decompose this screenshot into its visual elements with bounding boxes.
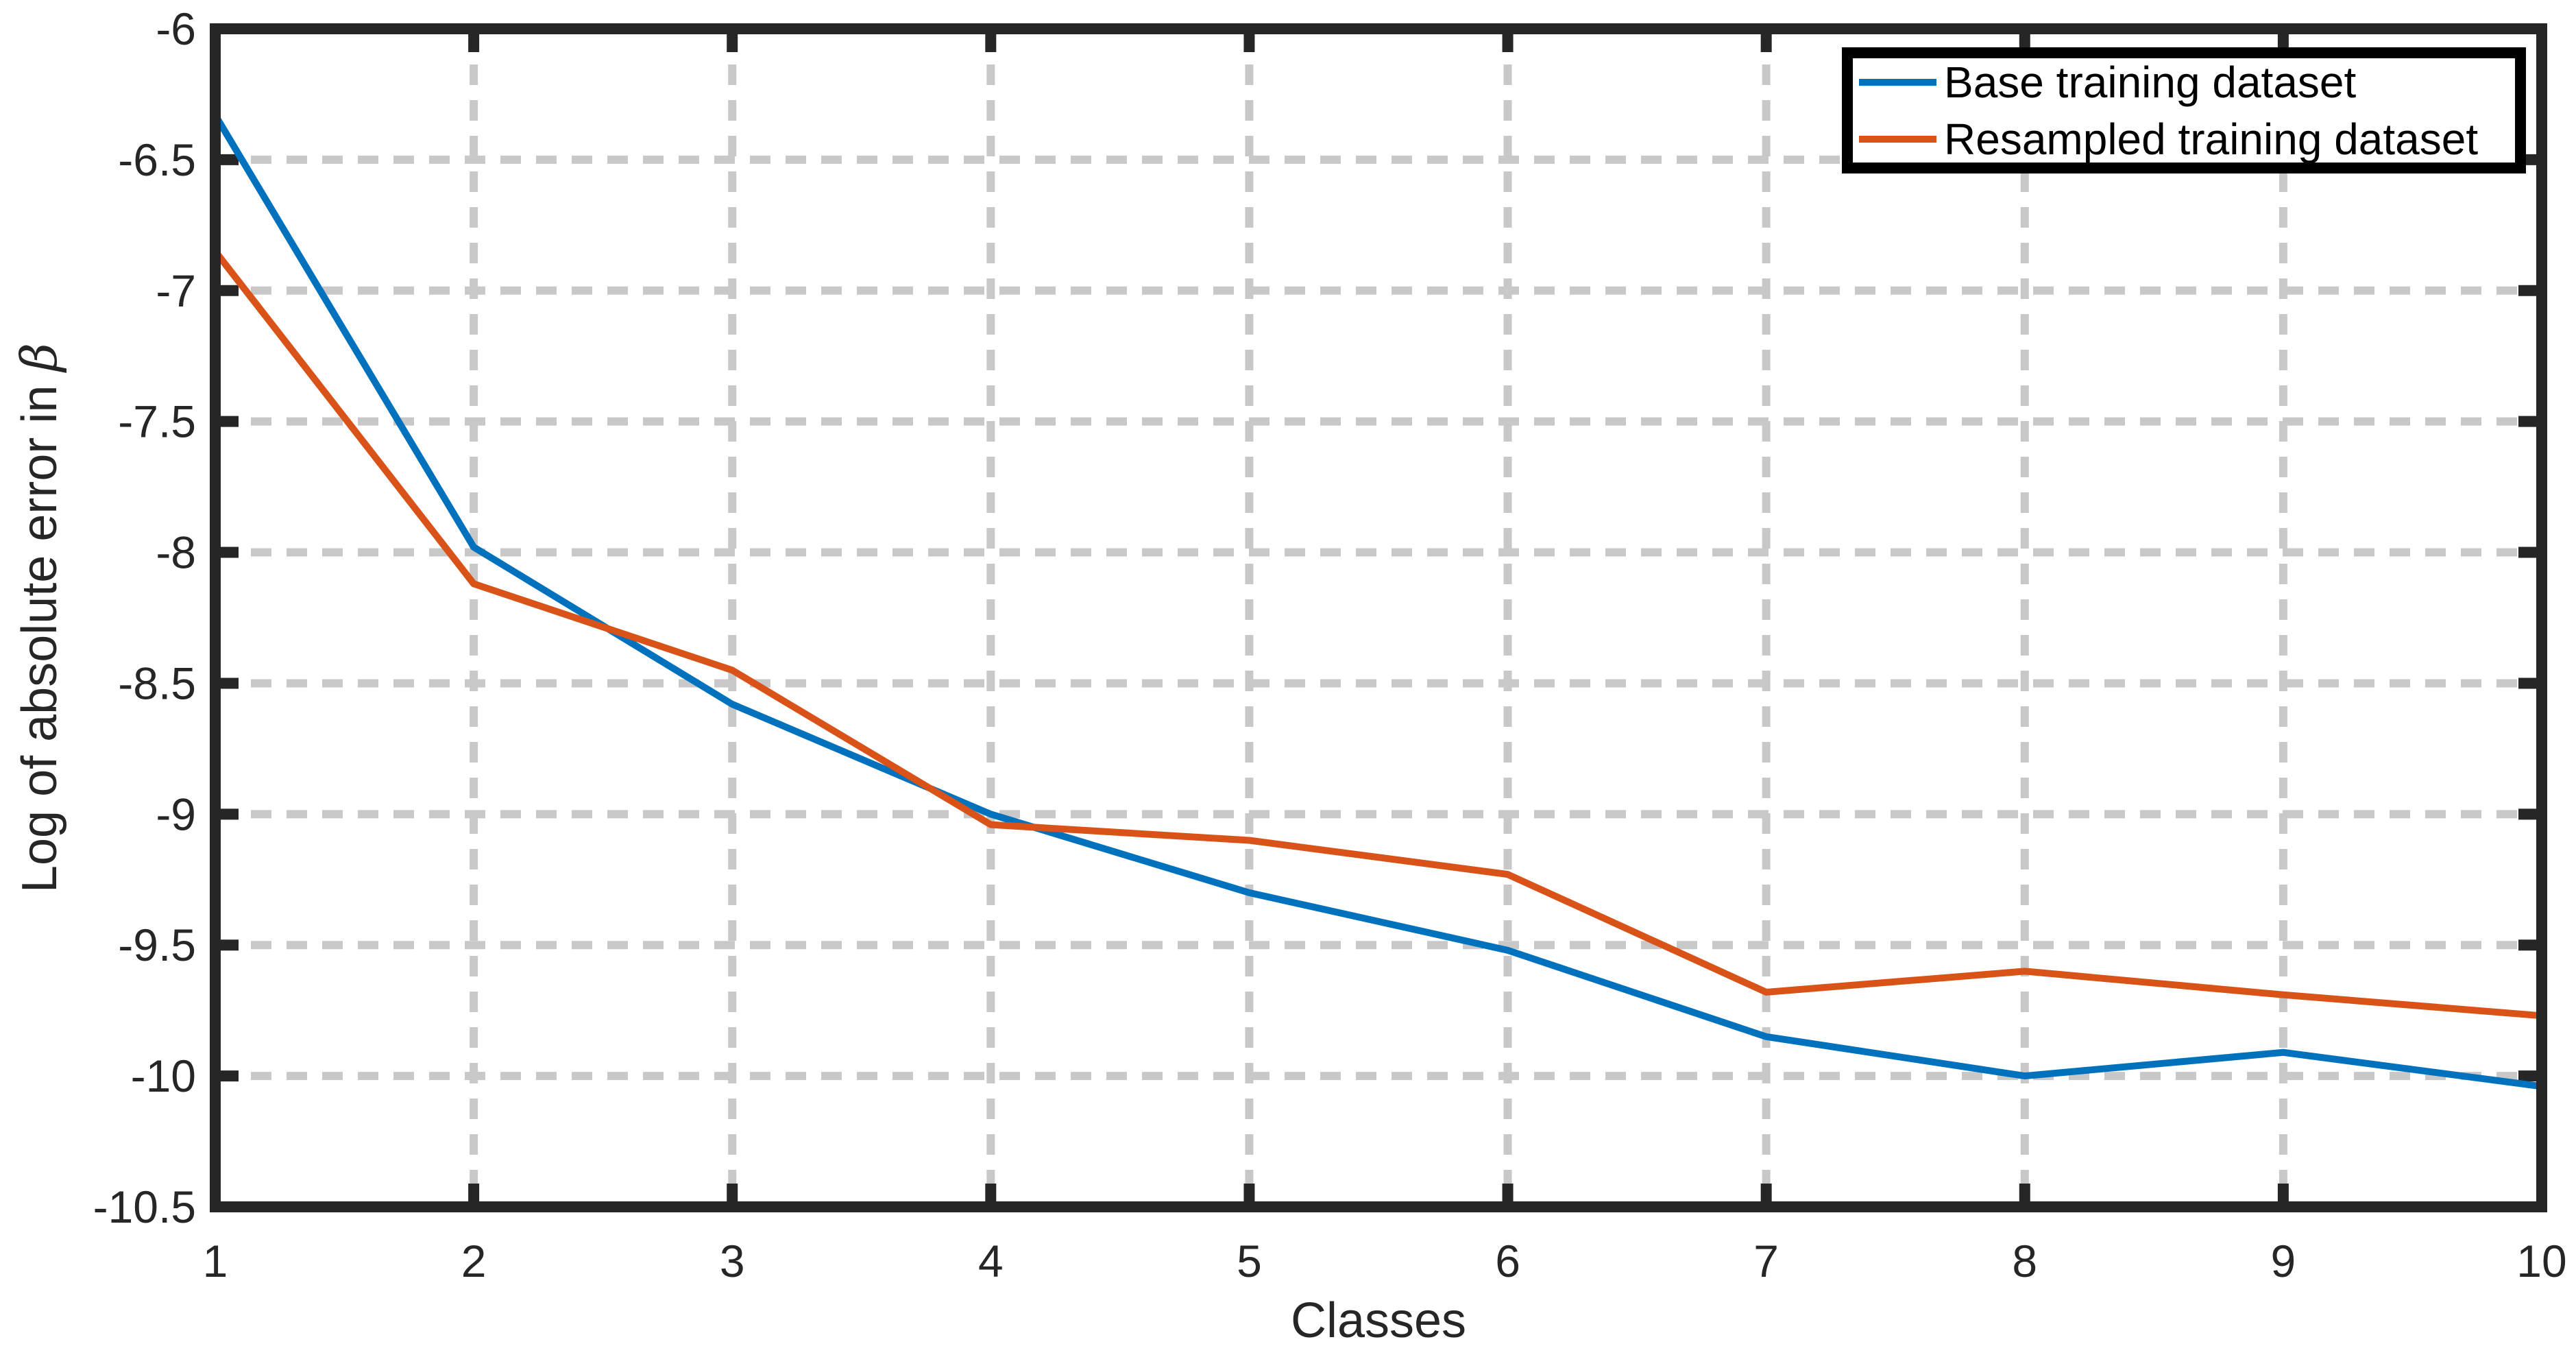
y-tick-label: -10.5 — [93, 1181, 196, 1232]
x-tick-label: 2 — [461, 1236, 487, 1286]
y-axis-title-symbol: β — [10, 343, 68, 374]
y-tick-label: -10 — [131, 1051, 196, 1101]
legend-label-resampled: Resampled training dataset — [1944, 115, 2478, 164]
y-tick-label: -7.5 — [118, 396, 196, 447]
plot-frame — [210, 23, 2547, 1212]
y-tick-label: -6 — [156, 3, 196, 54]
series-line-resampled — [212, 249, 2542, 1020]
y-tick-label: -9.5 — [118, 920, 196, 970]
x-tick-labels: 1 2 3 4 5 6 7 8 9 10 — [203, 1236, 2567, 1286]
y-tick-labels: -6 -6.5 -7 -7.5 -8 -8.5 -9 -9.5 -10 -10.5 — [93, 3, 196, 1232]
legend-label-base: Base training dataset — [1944, 58, 2357, 107]
x-tick-label: 7 — [1753, 1236, 1779, 1286]
y-tick-label: -8.5 — [118, 658, 196, 708]
y-axis-title: Log of absolute error in β — [10, 343, 68, 893]
x-tick-label: 4 — [978, 1236, 1004, 1286]
x-tick-label: 10 — [2516, 1236, 2566, 1286]
x-tick-label: 5 — [1237, 1236, 1262, 1286]
x-tick-label: 3 — [720, 1236, 745, 1286]
series-lines — [212, 113, 2542, 1090]
y-tick-label: -6.5 — [118, 134, 196, 185]
x-axis-title: Classes — [1291, 1293, 1466, 1348]
x-tick-label: 1 — [203, 1236, 228, 1286]
y-axis-title-text: Log of absolute error in — [12, 372, 67, 893]
y-tick-label: -9 — [156, 789, 196, 839]
legend-box — [1842, 47, 2526, 173]
legend: Base training dataset Resampled training… — [1842, 47, 2526, 173]
x-tick-label: 8 — [2012, 1236, 2037, 1286]
x-tick-label: 9 — [2271, 1236, 2296, 1286]
x-tick-label: 6 — [1495, 1236, 1520, 1286]
y-tick-label: -8 — [156, 527, 196, 578]
y-tick-label: -7 — [156, 265, 196, 316]
